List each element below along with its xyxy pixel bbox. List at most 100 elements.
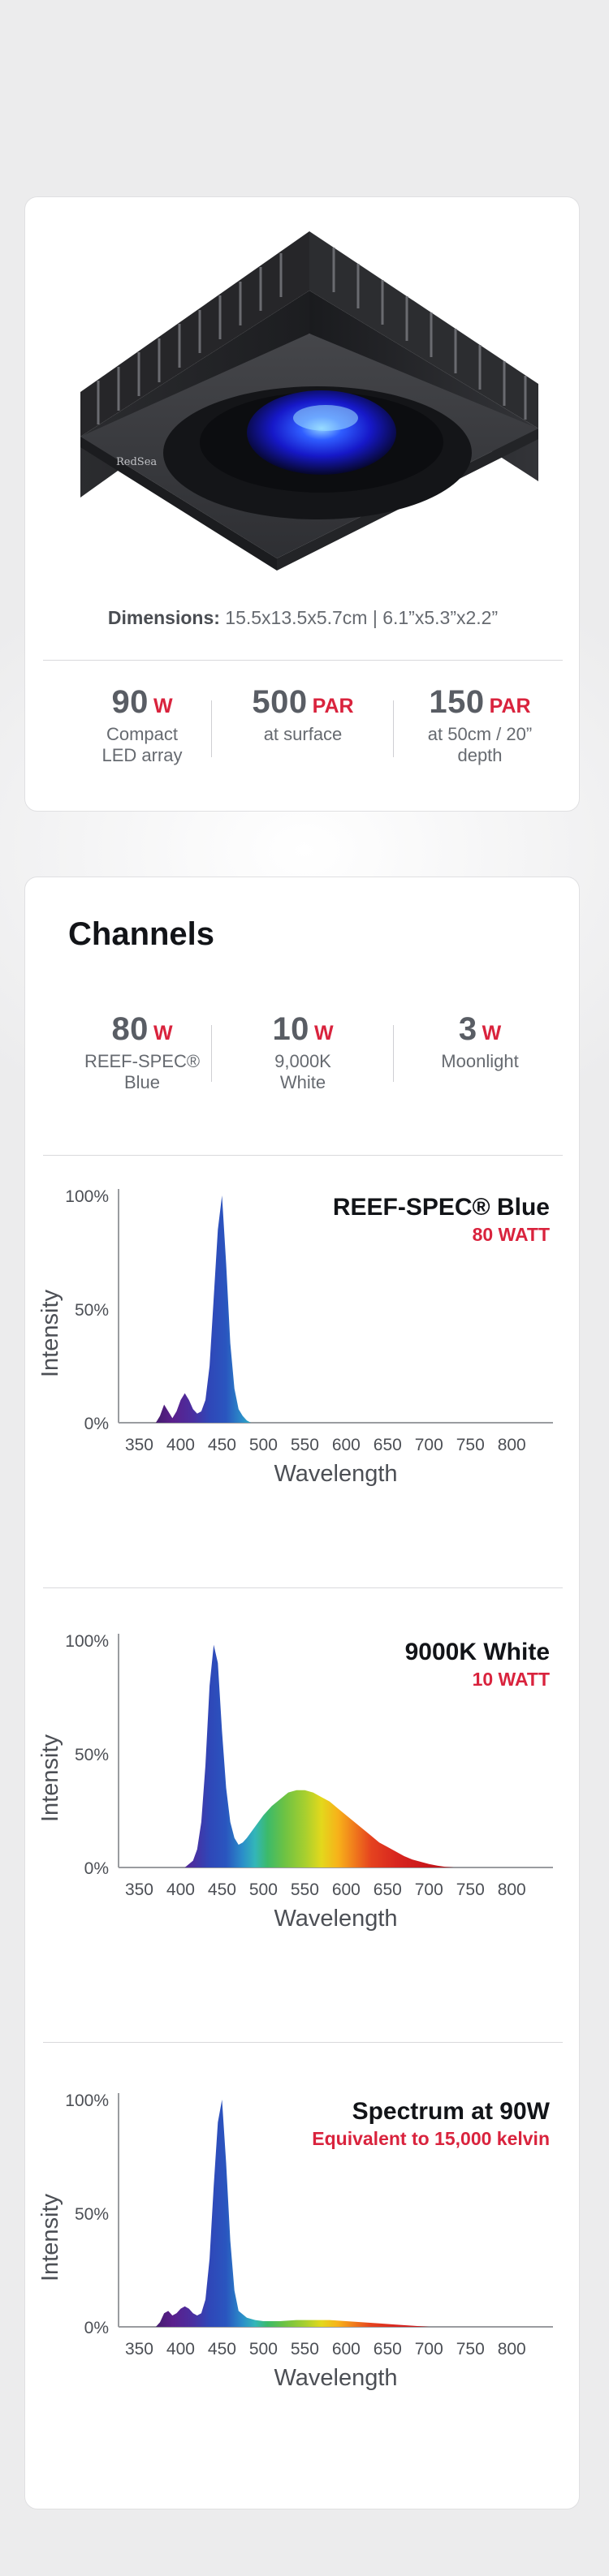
x-axis-label: Wavelength xyxy=(274,1461,397,1487)
x-tick-label: 500 xyxy=(249,1880,278,1899)
stat-label: Moonlight xyxy=(441,1051,519,1071)
x-tick-label: 350 xyxy=(125,2340,153,2358)
x-tick-label: 700 xyxy=(415,1880,443,1899)
stat-separator xyxy=(211,700,212,757)
stat-label: REEF-SPEC® xyxy=(84,1051,201,1071)
chart-spectrum-90w: 0% 50% 100% 350 400 450 500 550 600 650 700 750 800 W… xyxy=(25,2083,581,2489)
stat-value: 80 xyxy=(111,1011,149,1047)
stat-unit: PAR xyxy=(312,695,354,717)
x-tick-label: 450 xyxy=(208,1880,236,1899)
chart-title: REEF-SPEC® Blue xyxy=(333,1194,550,1221)
x-tick-label: 550 xyxy=(291,1880,319,1899)
spectrum-chart: 0% 50% 100% 350 400 450 500 550 600 650 700 750 800 W… xyxy=(37,2091,553,2391)
dimensions-row: Dimensions: 15.5x13.5x5.7cm | 6.1”x5.3”x… xyxy=(25,607,581,629)
chart-subtitle: 80 WATT xyxy=(473,1224,550,1245)
chart-subtitle: Equivalent to 15,000 kelvin xyxy=(312,2128,550,2149)
stat-separator xyxy=(211,1025,212,1082)
x-tick-label: 350 xyxy=(125,1436,153,1454)
dimensions-value: 15.5x13.5x5.7cm | 6.1”x5.3”x2.2” xyxy=(225,607,499,628)
chart-subtitle: 10 WATT xyxy=(473,1669,550,1690)
y-axis-label: Intensity xyxy=(37,2194,63,2281)
stat-label: depth xyxy=(457,745,503,765)
x-tick-label: 800 xyxy=(498,2340,526,2358)
stat-label: LED array xyxy=(102,745,183,765)
y-tick-label: 100% xyxy=(65,2091,109,2110)
stat-unit: W xyxy=(153,1022,173,1045)
x-axis-label: Wavelength xyxy=(274,2365,397,2391)
x-tick-label: 800 xyxy=(498,1436,526,1454)
x-tick-label: 750 xyxy=(456,2340,485,2358)
spectrum-area xyxy=(184,1644,454,1867)
led-fixture-image: RedSea xyxy=(80,231,538,571)
y-tick-label: 50% xyxy=(75,2205,109,2224)
stat-value: 10 xyxy=(272,1011,309,1047)
spectrum-chart: 0% 50% 100% 350 400 450 500 550 600 650 700 750 800 W… xyxy=(37,1632,553,1932)
x-tick-label: 450 xyxy=(208,1436,236,1454)
stat-value: 500 xyxy=(252,684,308,720)
stat-power: 90 W Compact LED array xyxy=(53,684,231,766)
stat-value: 90 xyxy=(111,684,149,720)
stat-unit: PAR xyxy=(489,695,531,717)
x-axis-label: Wavelength xyxy=(274,1906,397,1932)
x-tick-label: 750 xyxy=(456,1436,485,1454)
x-tick-label: 450 xyxy=(208,2340,236,2358)
x-tick-label: 700 xyxy=(415,2340,443,2358)
x-tick-label: 650 xyxy=(374,2340,402,2358)
stat-label: at 50cm / 20” xyxy=(427,724,533,744)
stat-par-surface: 500 PAR at surface xyxy=(214,684,392,745)
x-tick-label: 600 xyxy=(332,1436,361,1454)
y-axis-label: Intensity xyxy=(37,1734,63,1822)
x-tick-label: 650 xyxy=(374,1880,402,1899)
y-tick-label: 50% xyxy=(75,1301,109,1320)
x-tick-label: 700 xyxy=(415,1436,443,1454)
chart-reef-spec-blue: 0% 50% 100% 350 400 450 500 550 600 650 700 750 800 W… xyxy=(25,1179,581,1585)
stat-label: Compact xyxy=(106,724,179,744)
channel-blue-stat: 80 W REEF-SPEC® Blue xyxy=(53,1011,231,1093)
spectrum-area xyxy=(155,1195,252,1423)
y-tick-label: 0% xyxy=(84,1859,109,1878)
spectrum-area xyxy=(155,2100,430,2327)
chart-title: 9000K White xyxy=(405,1639,550,1665)
brand-mark: RedSea xyxy=(116,456,157,468)
channel-white-stat: 10 W 9,000K White xyxy=(214,1011,392,1093)
divider xyxy=(43,2042,563,2043)
y-tick-label: 50% xyxy=(75,1746,109,1764)
stat-separator xyxy=(393,700,394,757)
y-axis-label: Intensity xyxy=(37,1290,63,1377)
stat-separator xyxy=(393,1025,394,1082)
x-tick-label: 350 xyxy=(125,1880,153,1899)
y-tick-label: 100% xyxy=(65,1632,109,1651)
x-tick-label: 400 xyxy=(166,1436,195,1454)
stat-label: White xyxy=(279,1072,326,1092)
y-tick-label: 100% xyxy=(65,1187,109,1206)
divider xyxy=(43,660,563,661)
x-tick-label: 400 xyxy=(166,2340,195,2358)
channels-title: Channels xyxy=(68,916,215,952)
stat-par-depth: 150 PAR at 50cm / 20” depth xyxy=(391,684,569,766)
stat-unit: W xyxy=(313,1022,334,1045)
stat-label: Blue xyxy=(123,1072,161,1092)
stat-unit: W xyxy=(153,695,173,717)
y-tick-label: 0% xyxy=(84,1415,109,1433)
chart-title: Spectrum at 90W xyxy=(352,2098,551,2125)
stat-label: 9,000K xyxy=(274,1051,331,1071)
x-tick-label: 800 xyxy=(498,1880,526,1899)
dimensions-label: Dimensions: xyxy=(107,607,220,628)
stat-value: 3 xyxy=(458,1011,477,1047)
stat-label: at surface xyxy=(263,724,343,744)
x-tick-label: 650 xyxy=(374,1436,402,1454)
channels-card: Channels 80 W REEF-SPEC® Blue 10 W 9,000K … xyxy=(24,877,580,2509)
x-tick-label: 550 xyxy=(291,2340,319,2358)
x-tick-label: 500 xyxy=(249,1436,278,1454)
x-tick-label: 500 xyxy=(249,2340,278,2358)
y-tick-label: 0% xyxy=(84,2319,109,2337)
divider xyxy=(43,1587,563,1588)
chart-9000k-white: 0% 50% 100% 350 400 450 500 550 600 650 700 750 800 W… xyxy=(25,1624,581,2030)
stat-value: 150 xyxy=(429,684,485,720)
divider xyxy=(43,1155,563,1156)
x-tick-label: 600 xyxy=(332,2340,361,2358)
stat-unit: W xyxy=(482,1022,502,1045)
x-tick-label: 750 xyxy=(456,1880,485,1899)
x-tick-label: 550 xyxy=(291,1436,319,1454)
